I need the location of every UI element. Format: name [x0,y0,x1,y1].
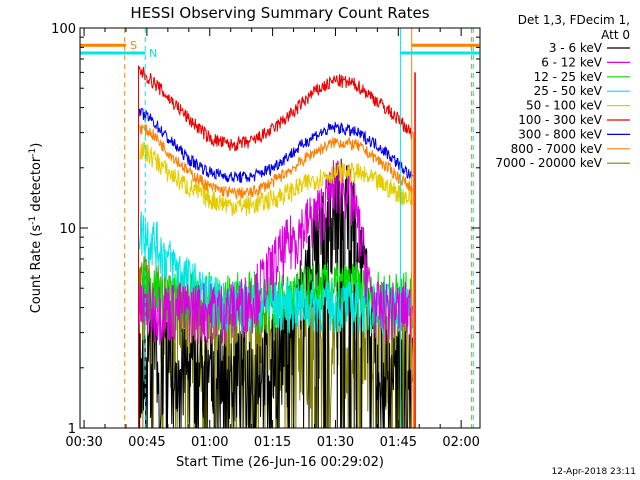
legend-label: 800 - 7000 keV [511,142,603,156]
x-tick-label: 01:15 [254,435,291,450]
series-line [138,160,413,428]
legend-label: 25 - 50 keV [534,84,603,98]
y-tick-label: 1 [68,422,76,437]
y-tick-label: 100 [51,22,76,37]
x-tick-label: 01:00 [191,435,228,450]
saa-label: S [130,39,137,52]
legend-label: 300 - 800 keV [518,127,602,141]
footer-date: 12-Apr-2018 23:11 [552,467,636,477]
series-line [138,141,413,428]
legend-header-line1: Det 1,3, FDecim 1, [518,13,630,27]
x-tick-label: 00:45 [128,435,165,450]
series-line [138,158,413,429]
x-axis-ticks: 00:30 00:45 01:00 01:15 01:30 01:45 02:00 [65,28,480,450]
y-tick-label: 10 [59,222,76,237]
x-tick-label: 01:45 [380,435,417,450]
series-line [138,65,413,428]
y-axis-label: Count Rate (s-1 detector-1) [28,143,44,314]
series-line [138,123,413,428]
legend-label: 50 - 100 keV [526,99,603,113]
legend-label: 6 - 12 keV [541,55,603,69]
y-axis-ticks: 1 10 100 [51,22,480,437]
legend-label: 3 - 6 keV [549,41,603,55]
x-tick-label: 02:00 [442,435,479,450]
chart-title: HESSI Observing Summary Count Rates [130,4,429,22]
x-tick-label: 01:30 [317,435,354,450]
x-tick-label: 00:30 [65,435,102,450]
x-axis-label: Start Time (26-Jun-16 00:29:02) [176,455,384,470]
legend-label: 12 - 25 keV [534,70,603,84]
night-label: N [149,47,157,60]
series-line [138,106,413,428]
legend-label: 7000 - 20000 keV [495,156,602,170]
legend-label: 100 - 300 keV [518,113,602,127]
legend-header-line2: Att 0 [601,28,630,42]
plot-area: SN [79,28,480,429]
